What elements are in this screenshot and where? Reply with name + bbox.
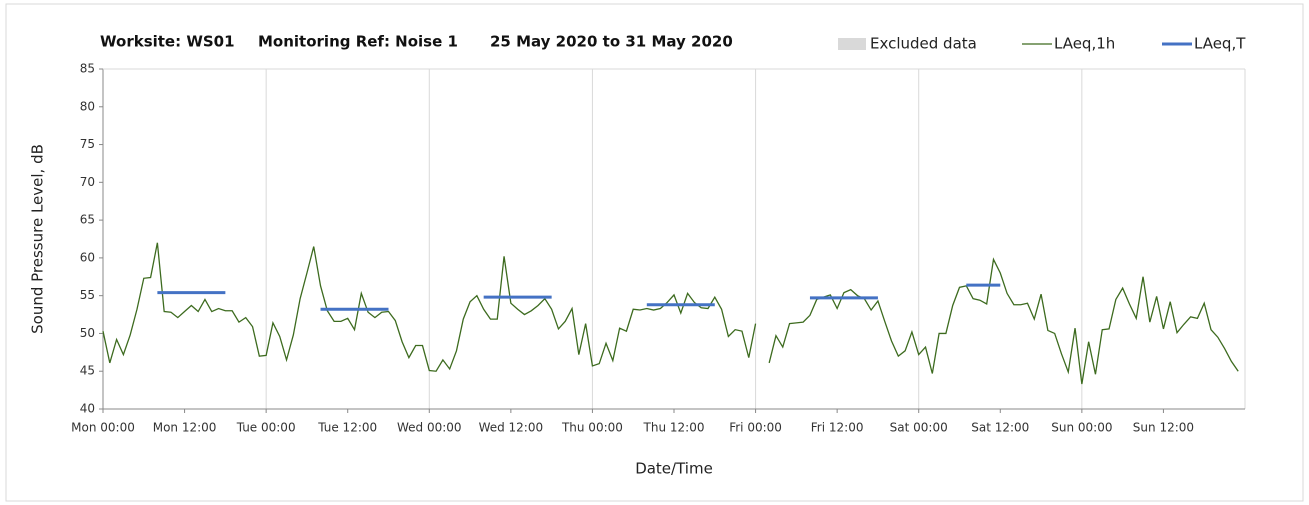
x-axis-title: Date/Time: [635, 460, 713, 478]
y-tick-label: 75: [80, 137, 95, 151]
x-tick-label: Thu 00:00: [561, 421, 623, 435]
x-tick-label: Sun 12:00: [1133, 421, 1194, 435]
x-tick-label: Tue 00:00: [236, 421, 296, 435]
legend-label: Excluded data: [870, 35, 977, 53]
y-axis-title: Sound Pressure Level, dB: [29, 144, 47, 334]
y-tick-label: 45: [80, 364, 95, 378]
data-line: [102, 242, 1239, 385]
x-tick-label: Tue 12:00: [317, 421, 377, 435]
x-tick-label: Sun 00:00: [1051, 421, 1112, 435]
x-tick-label: Sat 12:00: [971, 421, 1029, 435]
x-tick-label: Fri 00:00: [729, 421, 782, 435]
y-tick-label: 50: [80, 326, 95, 340]
x-tick-label: Thu 12:00: [643, 421, 705, 435]
legend-label: LAeq,1h: [1054, 35, 1115, 53]
y-tick-label: 70: [80, 175, 95, 189]
x-tick-label: Fri 12:00: [811, 421, 864, 435]
x-tick-label: Mon 00:00: [71, 421, 135, 435]
chart-title: Monitoring Ref: Noise 1: [258, 33, 458, 51]
y-tick-label: 85: [80, 62, 95, 76]
y-tick-label: 80: [80, 99, 95, 113]
x-tick-label: Wed 12:00: [479, 421, 544, 435]
x-tick-label: Mon 12:00: [153, 421, 217, 435]
x-tick-label: Sat 00:00: [890, 421, 948, 435]
legend-label: LAeq,T: [1194, 35, 1246, 53]
y-tick-label: 60: [80, 250, 95, 264]
y-tick-label: 55: [80, 288, 95, 302]
y-tick-label: 40: [80, 402, 95, 416]
x-tick-label: Wed 00:00: [397, 421, 462, 435]
chart-border: [5, 3, 1304, 502]
chart-title: 25 May 2020 to 31 May 2020: [490, 33, 733, 51]
chart-title: Worksite: WS01: [100, 33, 235, 51]
y-tick-label: 65: [80, 213, 95, 227]
legend-swatch: [838, 38, 866, 50]
